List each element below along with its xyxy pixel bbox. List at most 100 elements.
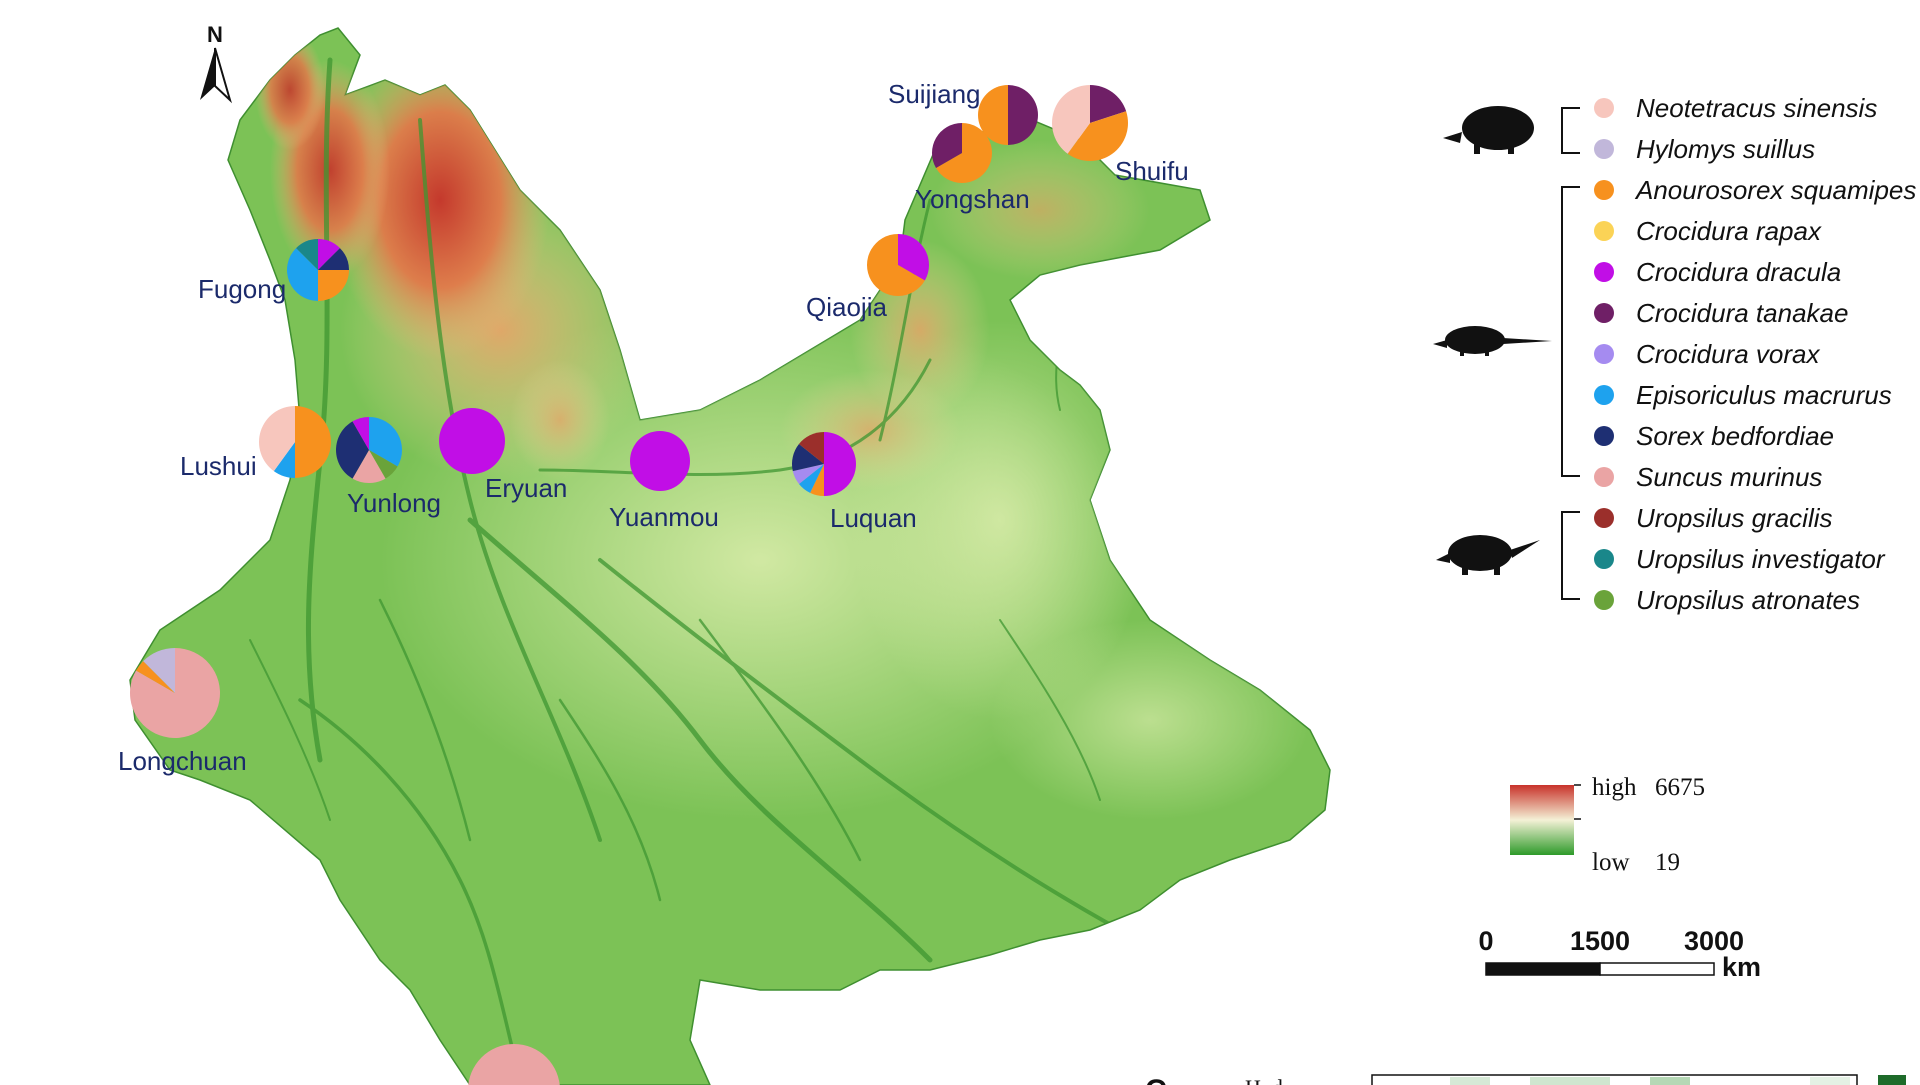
scale-bar: 0 1500 3000 km [1478, 926, 1761, 982]
legend-label: Hylomys suillus [1636, 134, 1815, 164]
site-label: Yongshan [915, 184, 1030, 214]
pie-eryuan [439, 408, 505, 474]
north-arrow-icon [200, 48, 215, 100]
legend-label: Crocidura dracula [1636, 257, 1841, 287]
legend-swatch [1594, 426, 1614, 446]
elevation-relief [129, 27, 1331, 1085]
pie-slice [318, 270, 349, 301]
site-label: Qiaojia [806, 292, 887, 322]
legend-label: Uropsilus atronates [1636, 585, 1860, 615]
shrew-silhouette-icon [1433, 326, 1552, 356]
legend-label: Crocidura vorax [1636, 339, 1821, 369]
site-label: Shuifu [1115, 156, 1189, 186]
pie-slice [439, 408, 505, 474]
north-arrow: N [200, 22, 232, 104]
pie-lushui [258, 406, 331, 478]
pie-slice [143, 648, 175, 693]
pie-slice [352, 417, 369, 450]
scale-tick-1500: 1500 [1570, 926, 1630, 956]
legend-label: Anourosorex squamipes [1634, 175, 1916, 205]
north-label: N [207, 22, 223, 47]
pie-slice [1067, 111, 1128, 161]
pie-slice [369, 417, 402, 467]
pie-yongshan [932, 123, 992, 183]
scale-unit: km [1722, 952, 1761, 982]
site-label: Yunlong [347, 488, 441, 518]
pie-slice [866, 233, 925, 296]
pie-slice [792, 444, 824, 472]
pie-slice [136, 661, 175, 693]
pie-slice [798, 464, 824, 493]
legend-swatch [1594, 549, 1614, 569]
site-label: Longchuan [118, 746, 247, 776]
mole-silhouette-icon [1436, 535, 1540, 575]
legend-label: Suncus murinus [1636, 462, 1822, 492]
pie-fugong [286, 239, 349, 301]
site-label: Lushui [180, 451, 257, 481]
site-label: Yuanmou [609, 502, 719, 532]
legend-swatch [1594, 344, 1614, 364]
pie-slice [352, 450, 386, 483]
elevation-low-label: low [1592, 849, 1630, 876]
elevation-high-label: high [1592, 774, 1637, 801]
pie-slice [1008, 85, 1038, 145]
pie-yuanmou [630, 431, 690, 491]
pie-slice [336, 421, 369, 479]
panel-axis-label: H. d. [1245, 1075, 1288, 1085]
legend-label: Sorex bedfordiae [1636, 421, 1834, 451]
pie-slice [295, 406, 331, 478]
pie-slice [792, 464, 824, 484]
legend-swatch [1594, 590, 1614, 610]
next-panel-fragment: C H. d. [1145, 1074, 1906, 1085]
panel-letter: C [1145, 1074, 1167, 1085]
legend-label: Crocidura rapax [1636, 216, 1822, 246]
site-pie-charts: Suijiang Shuifu Yongshan Qiaojia Fugong Lushu… [118, 79, 1189, 1085]
legend-swatch [1594, 180, 1614, 200]
legend-brackets [1561, 107, 1580, 600]
legend-swatch [1594, 98, 1614, 118]
legend-swatch [1594, 303, 1614, 323]
pie-suijiang [978, 85, 1038, 145]
elevation-legend: high 6675 low 19 [1510, 774, 1705, 876]
scale-tick-0: 0 [1478, 926, 1493, 956]
hedgehog-silhouette-icon [1443, 106, 1534, 154]
legend-label: Uropsilus gracilis [1636, 503, 1833, 533]
pie-slice [932, 123, 962, 168]
pie-slice [898, 234, 929, 281]
pie-slice [318, 248, 349, 270]
legend-swatch [1594, 221, 1614, 241]
legend-swatch [1594, 262, 1614, 282]
site-label: Eryuan [485, 473, 567, 503]
species-legend: Neotetracus sinensis Hylomys suillus Anour… [1433, 93, 1916, 615]
legend-label: Uropsilus investigator [1636, 544, 1886, 574]
legend-label: Episoriculus macrurus [1636, 380, 1892, 410]
elevation-color-ramp [1510, 785, 1574, 855]
pie-slice [369, 450, 398, 479]
site-label: Luquan [830, 503, 917, 533]
pie-slice [810, 464, 824, 496]
pie-slice [296, 239, 318, 270]
pie-slice [1090, 85, 1127, 123]
pie-yunlong [336, 417, 402, 483]
scale-tick-3000: 3000 [1684, 926, 1744, 956]
site-label: Suijiang [888, 79, 981, 109]
legend-swatch [1594, 385, 1614, 405]
pie-slice [273, 442, 295, 478]
pie-slice [978, 85, 1008, 145]
pie-slice [936, 123, 992, 183]
legend-swatch [1594, 508, 1614, 528]
elevation-low-value: 19 [1655, 849, 1680, 876]
pie-slice [630, 431, 690, 491]
pie-slice [286, 248, 318, 301]
pie-longchuan [130, 648, 220, 739]
pie-slice [258, 406, 295, 472]
pie-shuifu [1052, 85, 1128, 161]
legend-label: Neotetracus sinensis [1636, 93, 1877, 123]
legend-label: Crocidura tanakae [1636, 298, 1848, 328]
elevation-high-value: 6675 [1655, 774, 1705, 801]
pie-qiaojia [866, 233, 929, 296]
pie-slice [468, 1044, 560, 1085]
pie-slice [824, 432, 856, 496]
